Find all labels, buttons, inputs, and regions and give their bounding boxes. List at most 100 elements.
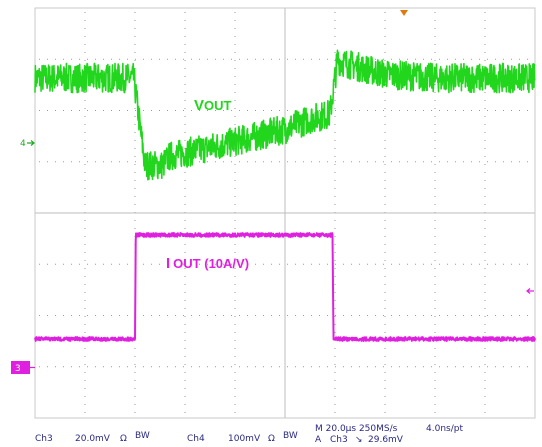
grid-dot bbox=[423, 366, 424, 368]
grid-dot bbox=[359, 161, 360, 163]
grid-dot bbox=[234, 292, 236, 293]
grid-dot bbox=[415, 58, 416, 60]
grid-dot bbox=[184, 148, 186, 149]
grid-dot bbox=[384, 12, 386, 13]
grid-dot bbox=[484, 228, 486, 229]
grid-dot bbox=[384, 372, 386, 373]
grid-dot bbox=[234, 252, 236, 253]
grid-dot bbox=[487, 58, 488, 60]
grid-dot bbox=[434, 228, 436, 229]
grid-dot bbox=[247, 366, 248, 368]
grid-dot bbox=[384, 308, 386, 309]
grid-dot bbox=[167, 58, 168, 60]
grid-dot bbox=[384, 188, 386, 189]
grid-dot bbox=[95, 58, 96, 60]
grid-dot bbox=[134, 204, 136, 205]
grid-dot bbox=[434, 356, 436, 357]
grid-dot bbox=[84, 36, 86, 37]
grid-dot bbox=[434, 268, 436, 269]
grid-dot bbox=[319, 161, 320, 163]
grid-dot bbox=[263, 161, 264, 163]
grid-dot bbox=[234, 364, 236, 365]
grid-dot bbox=[39, 315, 40, 316]
grid-dot bbox=[484, 36, 486, 37]
grid-dot bbox=[384, 204, 386, 205]
grid-dot bbox=[234, 340, 236, 341]
grid-dot bbox=[384, 228, 386, 229]
grid-dot bbox=[84, 20, 86, 21]
grid-dot bbox=[47, 315, 48, 316]
grid-dot bbox=[335, 263, 336, 265]
grid-dot bbox=[234, 20, 236, 21]
grid-dot bbox=[234, 308, 236, 309]
grid-dot bbox=[334, 20, 336, 21]
grid-dot bbox=[484, 244, 486, 245]
grid-dot bbox=[134, 36, 136, 37]
grid-dot bbox=[183, 58, 184, 60]
grid-dot bbox=[183, 263, 184, 265]
grid-dot bbox=[334, 92, 336, 93]
grid-dot bbox=[334, 28, 336, 29]
grid-dot bbox=[434, 284, 436, 285]
grid-dot bbox=[134, 108, 136, 109]
grid-dot bbox=[384, 124, 386, 125]
grid-dot bbox=[334, 52, 336, 53]
grid-dot bbox=[434, 276, 436, 277]
grid-dot bbox=[84, 100, 86, 101]
grid-dot bbox=[384, 324, 386, 325]
grid-dot bbox=[184, 36, 186, 37]
grid-dot bbox=[384, 388, 386, 389]
grid-dot bbox=[234, 388, 236, 389]
grid-dot bbox=[134, 380, 136, 381]
grid-dot bbox=[134, 388, 136, 389]
grid-dot bbox=[479, 263, 480, 265]
grid-dot bbox=[95, 366, 96, 368]
grid-dot bbox=[134, 140, 136, 141]
grid-dot bbox=[334, 324, 336, 325]
grid-dot bbox=[434, 172, 436, 173]
grid-dot bbox=[287, 110, 288, 111]
grid-dot bbox=[439, 366, 440, 368]
grid-dot bbox=[434, 324, 436, 325]
grid-dot bbox=[239, 366, 240, 368]
grid-dot bbox=[84, 332, 86, 333]
grid-dot bbox=[351, 366, 352, 368]
grid-dot bbox=[334, 124, 336, 125]
grid-dot bbox=[384, 300, 386, 301]
trigger-position-icon bbox=[400, 10, 408, 16]
grid-dot bbox=[84, 260, 86, 261]
grid-dot bbox=[384, 276, 386, 277]
grid-dot bbox=[287, 263, 288, 265]
grid-dot bbox=[327, 263, 328, 265]
grid-dot bbox=[484, 28, 486, 29]
grid-dot bbox=[351, 315, 352, 316]
grid-dot bbox=[79, 315, 80, 316]
grid-dot bbox=[434, 260, 436, 261]
grid-dot bbox=[84, 92, 86, 93]
grid-dot bbox=[359, 110, 360, 111]
grid-dot bbox=[334, 220, 336, 221]
grid-dot bbox=[247, 110, 248, 111]
grid-dot bbox=[167, 263, 168, 265]
grid-dot bbox=[84, 292, 86, 293]
grid-dot bbox=[151, 315, 152, 316]
grid-dot bbox=[184, 404, 186, 405]
grid-dot bbox=[151, 110, 152, 111]
grid-dot bbox=[207, 263, 208, 265]
grid-dot bbox=[434, 116, 436, 117]
grid-dot bbox=[184, 188, 186, 189]
grid-dot bbox=[484, 292, 486, 293]
grid-dot bbox=[134, 228, 136, 229]
grid-dot bbox=[234, 372, 236, 373]
grid-dot bbox=[384, 156, 386, 157]
grid-dot bbox=[183, 110, 184, 111]
grid-dot bbox=[439, 110, 440, 111]
grid-dot bbox=[234, 76, 236, 77]
grid-dot bbox=[134, 44, 136, 45]
grid-dot bbox=[334, 172, 336, 173]
grid-dot bbox=[103, 263, 104, 265]
grid-dot bbox=[234, 404, 236, 405]
grid-dot bbox=[399, 110, 400, 111]
grid-dot bbox=[384, 252, 386, 253]
grid-dot bbox=[455, 110, 456, 111]
